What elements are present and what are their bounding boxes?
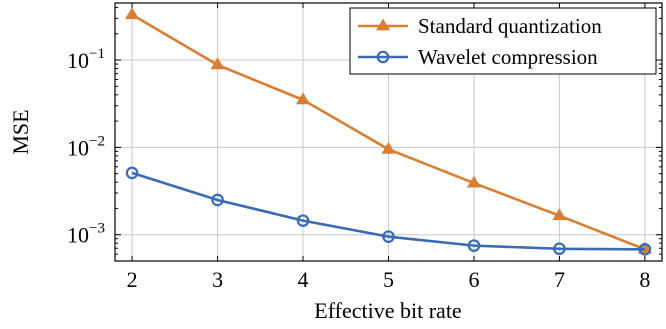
data-point — [553, 242, 566, 256]
legend-marker — [375, 18, 391, 31]
data-point — [552, 208, 567, 221]
data-point — [296, 214, 310, 227]
x-tick-label: 2 — [127, 267, 138, 292]
legend-box — [349, 7, 657, 75]
plot-frame — [114, 2, 663, 262]
series-wavelet-compression — [125, 166, 652, 256]
legend: Standard quantization Wavelet compression — [349, 7, 657, 75]
y-tick-label: 10−2 — [67, 133, 105, 160]
x-tick-label: 4 — [298, 267, 309, 292]
data-point — [125, 166, 139, 180]
series-group — [125, 7, 652, 256]
series-line — [131, 171, 645, 251]
x-tick-labels: 2 3 4 5 6 7 8 — [127, 267, 651, 292]
legend-item: Standard quantization — [358, 14, 602, 38]
series-standard-quantization — [125, 7, 652, 254]
data-point — [125, 7, 140, 20]
data-point — [466, 175, 482, 188]
x-tick-label: 8 — [639, 267, 650, 292]
legend-marker — [376, 50, 390, 64]
data-point — [467, 239, 481, 252]
y-tick-label: 10−3 — [67, 221, 105, 248]
x-tick-label: 7 — [554, 267, 565, 292]
x-axis-label: Effective bit rate — [314, 298, 461, 323]
legend-label: Standard quantization — [418, 14, 602, 38]
data-point — [211, 193, 224, 207]
data-point — [638, 243, 652, 256]
data-point — [210, 57, 225, 70]
y-tick-label: 10−1 — [67, 46, 105, 73]
data-point — [295, 92, 311, 105]
data-point — [381, 141, 396, 154]
x-tick-label: 6 — [468, 267, 479, 292]
x-tick-label: 3 — [212, 267, 223, 292]
x-tick-label: 5 — [383, 267, 394, 292]
legend-item: Wavelet compression — [358, 45, 598, 69]
y-axis-label: MSE — [8, 109, 33, 154]
data-point — [382, 230, 395, 243]
y-tick-labels: 10−3 10−2 10−1 — [67, 46, 105, 248]
legend-label: Wavelet compression — [418, 45, 598, 69]
